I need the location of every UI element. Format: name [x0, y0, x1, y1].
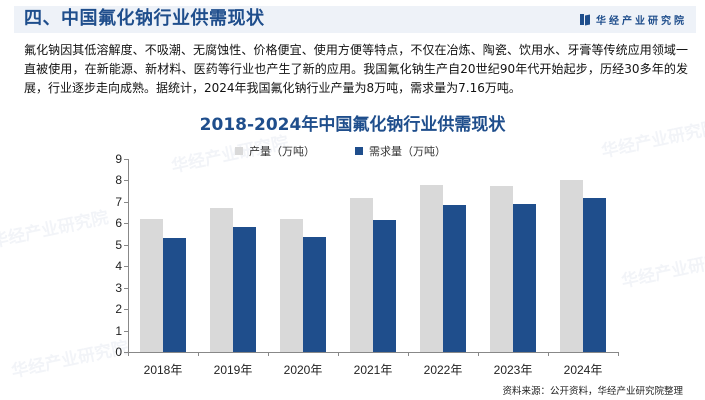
- bar-demand: [443, 205, 466, 352]
- bar-demand: [583, 198, 606, 352]
- y-tick-mark: [124, 309, 128, 311]
- y-tick-label: 9: [115, 152, 122, 166]
- bar-demand: [233, 226, 256, 352]
- bar-demand: [303, 237, 326, 352]
- source-note: 资料来源：公开资料，华经产业研究院整理: [502, 386, 683, 397]
- watermark: 华经产业研究院: [619, 247, 705, 293]
- y-tick-mark: [124, 159, 128, 160]
- x-tick-mark: [198, 352, 199, 356]
- x-tick-label: 2018年: [143, 363, 183, 377]
- bar-production: [210, 208, 233, 352]
- x-tick-mark: [128, 352, 129, 356]
- x-tick-label: 2021年: [353, 363, 393, 377]
- bar-production: [140, 219, 163, 352]
- y-tick-mark: [124, 244, 128, 246]
- bar-demand: [163, 238, 186, 352]
- y-tick-mark: [124, 223, 128, 225]
- y-tick-label: 0: [115, 345, 122, 359]
- bar-production: [280, 219, 303, 352]
- y-tick-label: 3: [115, 280, 122, 295]
- y-tick-label: 1: [115, 323, 122, 338]
- watermark: 华经产业研究院: [0, 207, 111, 253]
- bar-production: [420, 184, 443, 352]
- brand: 华经产业研究院: [580, 12, 687, 27]
- x-tick-mark: [618, 352, 619, 356]
- legend-label-demand: 需求量（万吨）: [369, 145, 446, 158]
- y-tick-label: 7: [115, 194, 122, 209]
- bar-production: [350, 197, 373, 352]
- x-axis: [128, 352, 618, 353]
- x-tick-label: 2024年: [563, 363, 603, 377]
- x-tick-mark: [548, 352, 549, 356]
- legend-swatch-production: [235, 147, 243, 155]
- y-axis: [128, 159, 129, 352]
- legend-item-production: 产量（万吨）: [235, 143, 315, 159]
- x-tick-mark: [478, 352, 479, 356]
- x-tick-mark: [338, 352, 339, 356]
- x-tick-label: 2022年: [423, 363, 463, 377]
- y-tick-mark: [124, 330, 128, 332]
- bar-production: [560, 180, 583, 352]
- x-tick-mark: [268, 352, 269, 356]
- x-tick-mark: [408, 352, 409, 356]
- legend-swatch-demand: [355, 147, 363, 155]
- y-tick-label: 5: [115, 237, 122, 252]
- x-tick-label: 2020年: [283, 363, 323, 377]
- x-tick-label: 2023年: [493, 363, 533, 377]
- y-tick-mark: [124, 201, 128, 203]
- chart-title: 2018-2024年中国氟化钠行业供需现状: [199, 115, 506, 135]
- bar-production: [490, 185, 513, 352]
- y-tick-mark: [124, 266, 128, 268]
- y-tick-label: 8: [115, 173, 122, 188]
- chart-legend: 产量（万吨） 需求量（万吨）: [235, 143, 446, 159]
- legend-item-demand: 需求量（万吨）: [355, 143, 446, 159]
- bar-demand: [513, 204, 536, 352]
- y-tick-mark: [124, 352, 128, 353]
- bar-demand: [373, 220, 396, 352]
- page-title: 四、中国氟化钠行业供需现状: [24, 8, 265, 29]
- y-tick-label: 4: [115, 259, 122, 274]
- y-tick-mark: [124, 287, 128, 289]
- legend-label-production: 产量（万吨）: [249, 145, 315, 158]
- y-tick-label: 2: [115, 302, 122, 317]
- x-tick-label: 2019年: [213, 363, 253, 377]
- y-tick-label: 6: [115, 216, 122, 231]
- brand-name: 华经产业研究院: [596, 16, 687, 27]
- intro-paragraph: 氟化钠因其低溶解度、不吸潮、无腐蚀性、价格便宜、使用方便等特点，不仅在冶炼、陶瓷…: [24, 43, 688, 95]
- brand-logo-icon: [580, 14, 590, 25]
- y-tick-mark: [124, 180, 128, 182]
